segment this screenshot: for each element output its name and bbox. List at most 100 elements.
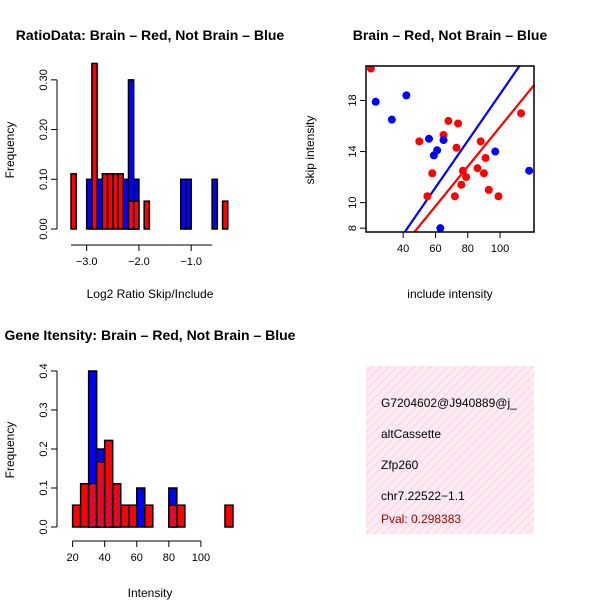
hist_ratio-red-bar-8: [143, 200, 151, 230]
hist_ratio-red-bar-5: [117, 173, 125, 230]
fit-line-blue: [403, 66, 521, 232]
hist_intensity-ytick-label-1: 0.1: [38, 480, 50, 495]
hist_ratio-blue-bar-7: [211, 178, 219, 230]
hist_ratio-blue-bar-6: [185, 178, 192, 230]
hist_ratio-blue-bar-0: [85, 178, 93, 230]
scatter-inner: [366, 66, 534, 232]
hist_intensity-overlap-2: [90, 483, 96, 527]
ratio-histogram-axes: −3.0 −2.0 −1.0 0.00 0.10 0.20 0.30: [38, 69, 213, 268]
intensity-scatter: Brain – Red, Not Brain – Blue 40 60 80 100 8…: [303, 27, 547, 301]
hist_intensity-xtick-label-3: 80: [163, 552, 175, 564]
ratio-histogram-bars: [70, 62, 229, 230]
hist_intensity-blue-bar-4: [136, 487, 146, 528]
point-blue-1: [387, 115, 396, 124]
hist_ratio-blue-bar-5: [179, 178, 187, 230]
hist_intensity-overlap-5: [114, 488, 120, 527]
point-blue-3: [425, 134, 433, 143]
hist_ratio-blue-bar-1: [96, 178, 104, 230]
hist_ratio-red-bar-3: [106, 173, 114, 230]
hist_ratio-xtick-label-2: −1.0: [180, 256, 202, 268]
hist_intensity-red-bar-6: [119, 504, 130, 528]
info-panel: G7204602@J940889@j_ altCassette Zfp260 c…: [366, 366, 534, 534]
scatter-ytick-label-2: 14: [347, 145, 359, 157]
hist_intensity-red-bar-1: [79, 482, 90, 528]
hist_intensity-xtick-label-4: 100: [192, 552, 210, 564]
point-red-5: [444, 116, 453, 125]
hist_intensity-overlap-3: [98, 461, 104, 527]
hist_ratio-ytick-label-1: 0.10: [38, 169, 50, 190]
hist_ratio-red-bar-0: [70, 173, 77, 230]
hist_intensity-red-bar-11: [224, 504, 234, 528]
point-red-9: [457, 180, 466, 189]
point-red-6: [450, 192, 459, 201]
point-red-3: [428, 169, 437, 178]
point-red-10: [458, 166, 467, 175]
hist_intensity-ytick-label-0: 0.0: [38, 519, 50, 534]
scatter-xtick-label-3: 100: [491, 243, 509, 255]
point-red-13: [476, 137, 485, 146]
hist_intensity-red-bar-8: [144, 504, 154, 528]
hist_intensity-ytick-label-2: 0.2: [38, 441, 50, 456]
hist_ratio-overlap-7: [135, 201, 138, 229]
point-blue-9: [525, 166, 534, 175]
hist_ratio-red-bar-4: [112, 173, 119, 230]
intensity-scatter-xlabel: include intensity: [407, 287, 492, 301]
hist_intensity-red-bar-7: [127, 504, 138, 528]
point-red-0: [366, 66, 375, 73]
point-red-11: [462, 173, 471, 182]
location-text: chr7.22522−1.1: [381, 489, 465, 503]
intensity-scatter-title: Brain – Red, Not Brain – Blue: [353, 27, 548, 43]
ratio-histogram: RatioData: Brain – Red, Not Brain – Blue…: [3, 27, 284, 301]
hist_intensity-ytick-label-3: 0.3: [38, 402, 50, 417]
point-red-1: [415, 137, 424, 146]
intensity-histogram-xlabel: Intensity: [128, 586, 173, 600]
point-blue-6: [436, 224, 445, 232]
hist_intensity-xtick-label-0: 20: [66, 552, 78, 564]
ratio-histogram-ylabel: Frequency: [3, 122, 17, 179]
scatter-xtick-label-0: 40: [397, 243, 409, 255]
ratio-histogram-xlabel: Log2 Ratio Skip/Include: [87, 287, 214, 301]
hist_ratio-blue-bar-2: [122, 178, 130, 230]
hist_intensity-xtick-label-1: 40: [99, 552, 111, 564]
point-red-14: [479, 169, 488, 178]
pval-text: Pval: 0.298383: [381, 512, 461, 526]
intensity-histogram-bars: [71, 370, 234, 528]
point-red-16: [484, 185, 493, 194]
event-id-text: G7204602@J940889@j_: [381, 396, 517, 410]
point-blue-8: [491, 147, 500, 156]
intensity-scatter-ylabel: skip intensity: [303, 116, 317, 185]
scatter-xtick-label-1: 60: [429, 243, 441, 255]
gene-name-text: Zfp260: [381, 458, 419, 472]
point-blue-5: [433, 146, 442, 155]
hist_ratio-red-bar-9: [221, 200, 229, 230]
scatter-xtick-label-2: 80: [462, 243, 474, 255]
intensity-histogram-title: Gene Itensity: Brain – Red, Not Brain – …: [5, 327, 296, 343]
intensity-histogram-ylabel: Frequency: [3, 422, 17, 479]
hist_ratio-xtick-label-1: −2.0: [128, 256, 150, 268]
point-red-18: [517, 109, 526, 118]
hist_ratio-ytick-label-2: 0.20: [38, 119, 50, 140]
hist_ratio-red-bar-2: [101, 173, 109, 230]
hist_ratio-ytick-label-3: 0.30: [38, 69, 50, 90]
point-red-2: [423, 192, 432, 201]
ratio-histogram-title: RatioData: Brain – Red, Not Brain – Blue: [16, 27, 285, 43]
hist_intensity-red-bar-10: [176, 504, 186, 528]
fit-line-red: [413, 84, 534, 232]
point-red-8: [454, 119, 463, 128]
scatter-frame: [365, 65, 535, 233]
point-red-7: [452, 143, 461, 152]
hist_ratio-xtick-label-0: −3.0: [76, 256, 98, 268]
hist_intensity-overlap-9: [170, 505, 176, 527]
hist_intensity-red-bar-0: [71, 504, 82, 528]
info-panel-background: [366, 366, 534, 534]
hist_ratio-red-bar-1: [91, 62, 98, 230]
hist_intensity-overlap-4: [106, 488, 112, 527]
intensity-scatter-plot: 40 60 80 100 8 10 14 18: [347, 65, 535, 255]
hist_ratio-overlap-6: [129, 201, 133, 229]
hist_intensity-ytick-label-4: 0.4: [38, 363, 50, 378]
point-red-17: [494, 192, 503, 201]
intensity-histogram-axes: 20 40 60 80 100 0.0 0.1 0.2 0.3 0.4: [38, 363, 210, 564]
point-blue-7: [439, 136, 448, 145]
event-type-text: altCassette: [381, 427, 441, 441]
